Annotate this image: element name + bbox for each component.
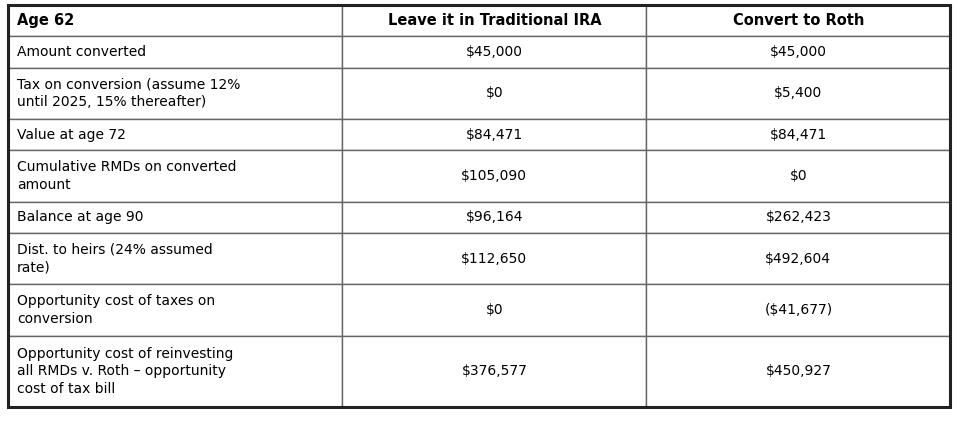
Bar bbox=[342, 336, 647, 407]
Bar bbox=[342, 233, 647, 284]
Text: $0: $0 bbox=[486, 303, 503, 317]
Text: $45,000: $45,000 bbox=[466, 45, 523, 59]
Bar bbox=[647, 233, 950, 284]
Text: $84,471: $84,471 bbox=[769, 128, 827, 142]
Bar bbox=[8, 284, 342, 336]
Text: Opportunity cost of reinvesting
all RMDs v. Roth – opportunity
cost of tax bill: Opportunity cost of reinvesting all RMDs… bbox=[17, 347, 234, 396]
Bar bbox=[8, 202, 342, 233]
Text: Dist. to heirs (24% assumed
rate): Dist. to heirs (24% assumed rate) bbox=[17, 243, 213, 275]
Text: Leave it in Traditional IRA: Leave it in Traditional IRA bbox=[387, 13, 601, 28]
Text: Tax on conversion (assume 12%
until 2025, 15% thereafter): Tax on conversion (assume 12% until 2025… bbox=[17, 77, 240, 109]
Bar bbox=[8, 36, 342, 68]
Bar bbox=[8, 5, 342, 36]
Bar bbox=[342, 5, 647, 36]
Text: $96,164: $96,164 bbox=[466, 210, 523, 224]
Text: $5,400: $5,400 bbox=[774, 86, 823, 100]
Text: $376,577: $376,577 bbox=[462, 365, 527, 378]
Text: $0: $0 bbox=[789, 169, 808, 183]
Text: $262,423: $262,423 bbox=[765, 210, 832, 224]
Text: $84,471: $84,471 bbox=[466, 128, 523, 142]
Text: ($41,677): ($41,677) bbox=[764, 303, 833, 317]
Bar bbox=[8, 68, 342, 119]
Text: Opportunity cost of taxes on
conversion: Opportunity cost of taxes on conversion bbox=[17, 294, 216, 326]
Text: $492,604: $492,604 bbox=[765, 252, 832, 266]
Bar bbox=[647, 119, 950, 150]
Bar bbox=[342, 284, 647, 336]
Text: $112,650: $112,650 bbox=[461, 252, 528, 266]
Bar bbox=[8, 150, 342, 202]
Bar bbox=[342, 202, 647, 233]
Bar bbox=[342, 68, 647, 119]
Bar bbox=[342, 119, 647, 150]
Text: Balance at age 90: Balance at age 90 bbox=[17, 210, 144, 224]
Text: Convert to Roth: Convert to Roth bbox=[733, 13, 864, 28]
Bar bbox=[647, 336, 950, 407]
Bar bbox=[647, 36, 950, 68]
Bar bbox=[647, 5, 950, 36]
Text: Cumulative RMDs on converted
amount: Cumulative RMDs on converted amount bbox=[17, 160, 237, 192]
Bar bbox=[647, 150, 950, 202]
Text: $450,927: $450,927 bbox=[765, 365, 832, 378]
Text: $0: $0 bbox=[486, 86, 503, 100]
Bar bbox=[647, 68, 950, 119]
Bar bbox=[647, 202, 950, 233]
Bar bbox=[8, 119, 342, 150]
Bar bbox=[647, 284, 950, 336]
Text: Age 62: Age 62 bbox=[17, 13, 75, 28]
Text: Value at age 72: Value at age 72 bbox=[17, 128, 126, 142]
Bar bbox=[342, 150, 647, 202]
Text: $105,090: $105,090 bbox=[462, 169, 527, 183]
Text: $45,000: $45,000 bbox=[770, 45, 827, 59]
Bar bbox=[8, 233, 342, 284]
Bar bbox=[342, 36, 647, 68]
Bar bbox=[8, 336, 342, 407]
Text: Amount converted: Amount converted bbox=[17, 45, 147, 59]
